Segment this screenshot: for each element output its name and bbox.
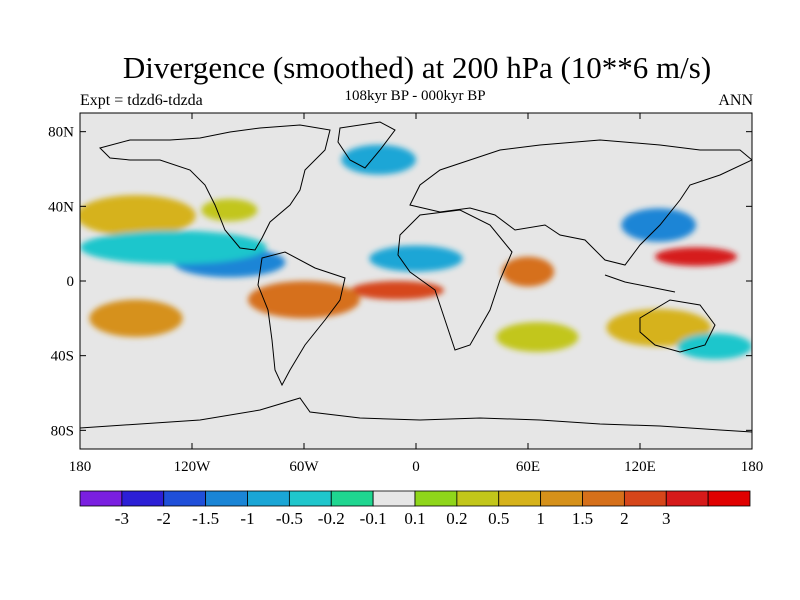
lon-tick-label-0: 180: [69, 459, 92, 475]
colorbar-swatch-0: [79, 490, 123, 507]
colorbar-swatch-2: [163, 490, 207, 507]
colorbar-label-7: 0.1: [404, 509, 425, 528]
coastline-greenland: [337, 121, 396, 169]
anomaly-region-13: [606, 309, 711, 347]
lat-tick-label-3: 40S: [51, 349, 74, 365]
lat-tick-label-4: 80S: [51, 423, 74, 439]
colorbar-swatch-5: [288, 490, 332, 507]
colorbar-swatch-7: [372, 490, 416, 507]
lon-tick-label-3: 0: [412, 459, 420, 475]
anomaly-region-11: [654, 247, 738, 267]
coastline-eurasia: [409, 139, 752, 266]
colorbar-label-4: -0.5: [276, 509, 303, 528]
colorbar-label-10: 1: [536, 509, 545, 528]
anomaly-region-15: [341, 144, 416, 175]
anomaly-region-9: [248, 281, 360, 319]
colorbar-swatch-8: [414, 490, 458, 507]
coastlines: [80, 121, 752, 433]
longitude-axis: 180 120W 60W 0 60E 120E 180: [69, 113, 764, 475]
anomaly-region-8: [89, 299, 183, 338]
colorbar-label-6: -0.1: [360, 509, 387, 528]
colorbar-swatch-13: [623, 490, 667, 507]
colorbar-swatch-6: [330, 490, 374, 507]
anomaly-field: [80, 144, 752, 360]
map-subtitle: 108kyr BP - 000kyr BP: [344, 88, 486, 104]
colorbar-label-12: 2: [620, 509, 629, 528]
colorbar-label-8: 0.2: [446, 509, 467, 528]
anomaly-region-10: [501, 256, 555, 287]
lon-tick-label-4: 60E: [516, 459, 540, 475]
experiment-label: Expt = tdzd6-tdzda: [80, 92, 203, 109]
colorbar-label-11: 1.5: [572, 509, 593, 528]
coastline-north-america: [99, 124, 331, 251]
colorbar-swatch-4: [247, 490, 290, 507]
anomaly-region-5: [80, 230, 267, 265]
colorbar-swatch-3: [205, 490, 248, 507]
colorbar-label-9: 0.5: [488, 509, 509, 528]
coastline-indonesia: [604, 274, 676, 293]
colorbar-label-2: -1.5: [192, 509, 219, 528]
colorbar-label-5: -0.2: [318, 509, 345, 528]
anomaly-region-7: [369, 245, 463, 272]
lat-tick-label-0: 80N: [48, 125, 74, 141]
anomaly-region-6: [350, 281, 445, 300]
latitude-axis: 80N 40N 0 40S 80S: [48, 125, 752, 439]
colorbar-label-3: -1: [240, 509, 254, 528]
colorbar-swatch-15: [707, 490, 751, 507]
coastline-africa: [397, 209, 513, 351]
colorbar-swatch-10: [498, 490, 542, 507]
colorbar-swatch-11: [540, 490, 583, 507]
coastline-south-america: [257, 251, 346, 387]
colorbar-label-0: -3: [115, 509, 129, 528]
lon-tick-label-2: 60W: [289, 459, 319, 475]
coastline-australia: [639, 299, 716, 353]
coastline-antarctica: [80, 397, 752, 433]
colorbar-swatch-12: [582, 490, 625, 507]
lat-tick-label-2: 0: [67, 274, 75, 290]
lon-tick-label-6: 180: [741, 459, 764, 475]
lon-tick-label-1: 120W: [174, 459, 212, 475]
anomaly-region-12: [621, 208, 697, 242]
colorbar-swatch-14: [665, 490, 709, 507]
season-label: ANN: [718, 92, 753, 109]
lon-tick-label-5: 120E: [624, 459, 656, 475]
colorbar-label-1: -2: [157, 509, 171, 528]
anomaly-region-16: [677, 333, 752, 360]
anomaly-region-2: [201, 198, 258, 222]
colorbar: -3 -2 -1.5 -1 -0.5 -0.2 -0.1 0.1 0.2 0.5 1 1.5 2 3: [79, 490, 751, 528]
map-background: [80, 113, 752, 449]
lat-tick-label-1: 40N: [48, 199, 74, 215]
colorbar-swatch-1: [121, 490, 165, 507]
colorbar-swatch-9: [456, 490, 500, 507]
page-title: Divergence (smoothed) at 200 hPa (10**6 …: [122, 50, 712, 85]
anomaly-region-14: [496, 322, 579, 352]
colorbar-label-13: 3: [662, 509, 671, 528]
anomaly-region-1: [80, 195, 196, 237]
